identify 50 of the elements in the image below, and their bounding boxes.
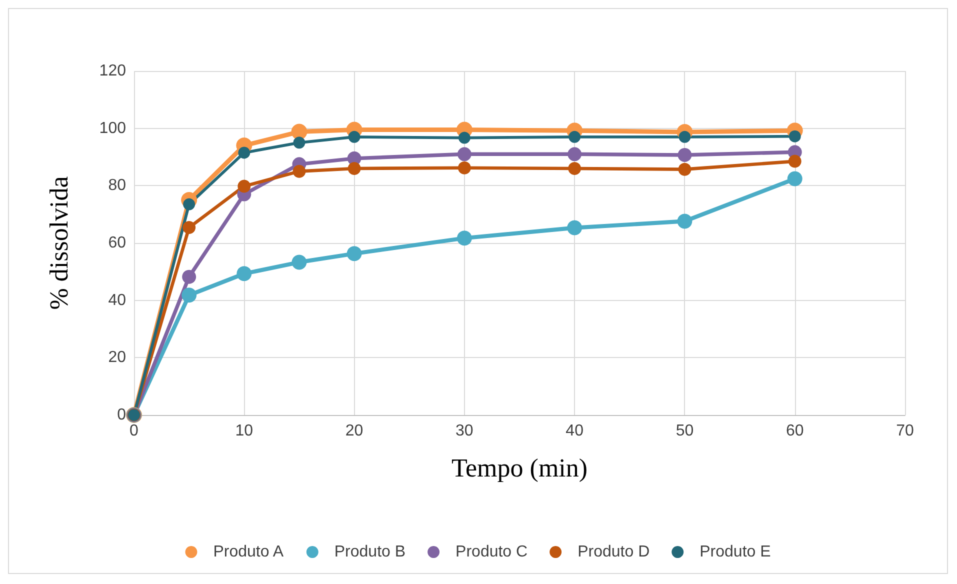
point xyxy=(238,146,250,159)
y-tick-label: 60 xyxy=(108,234,126,252)
point xyxy=(457,147,472,162)
point xyxy=(348,162,361,175)
x-tick-label: 60 xyxy=(786,422,804,440)
x-tick-label: 40 xyxy=(566,422,584,440)
point xyxy=(568,147,582,162)
y-axis-title: % dissolvida xyxy=(44,176,74,310)
x-tick-label: 20 xyxy=(345,422,364,440)
point xyxy=(292,164,306,178)
point xyxy=(458,161,471,174)
point xyxy=(678,148,692,162)
point xyxy=(346,246,362,262)
x-tick-label: 0 xyxy=(130,422,139,440)
legend-label: Produto E xyxy=(700,544,771,560)
point xyxy=(293,136,306,149)
y-tick-label: 80 xyxy=(108,177,126,194)
x-tick-label: 30 xyxy=(456,422,474,440)
point xyxy=(238,180,251,193)
point xyxy=(182,270,196,284)
point xyxy=(787,171,802,186)
y-tick-label: 120 xyxy=(99,62,126,80)
x-tick-label: 50 xyxy=(676,422,694,440)
x-axis-title: Tempo (min) xyxy=(451,454,588,482)
x-tick-label: 10 xyxy=(235,422,254,440)
point xyxy=(292,254,307,270)
legend-label: Produto A xyxy=(213,544,284,560)
point xyxy=(678,162,692,176)
point xyxy=(567,220,582,236)
point xyxy=(568,130,581,143)
point xyxy=(678,130,691,143)
point xyxy=(291,124,308,140)
point xyxy=(348,130,360,143)
point xyxy=(182,288,197,303)
y-tick-label: 20 xyxy=(108,349,126,366)
point xyxy=(236,266,252,282)
y-tick-label: 40 xyxy=(108,292,126,309)
y-tick-label: 0 xyxy=(117,406,126,424)
legend-label: Produto C xyxy=(456,544,528,560)
point xyxy=(568,162,582,175)
legend-label: Produto B xyxy=(334,544,406,560)
point xyxy=(677,214,692,229)
y-tick-label: 100 xyxy=(99,120,126,137)
point xyxy=(458,132,470,144)
point xyxy=(182,221,196,234)
point xyxy=(456,230,472,246)
point xyxy=(788,154,802,168)
x-tick-label: 70 xyxy=(896,422,914,440)
point xyxy=(788,130,801,142)
legend-label: Produto D xyxy=(578,544,650,560)
